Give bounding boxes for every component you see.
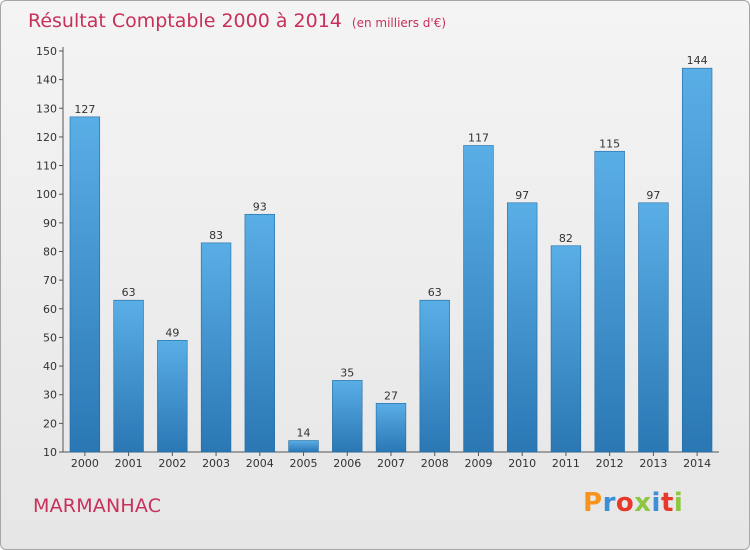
bar-value-label: 97 bbox=[515, 189, 529, 202]
y-tick-label: 40 bbox=[43, 360, 57, 373]
logo-letter: t bbox=[660, 488, 674, 518]
x-tick-label: 2004 bbox=[246, 457, 274, 470]
y-tick-label: 140 bbox=[36, 74, 57, 87]
proxiti-logo[interactable]: Proxiti bbox=[583, 488, 683, 518]
bar-2008[interactable] bbox=[419, 299, 450, 453]
x-tick-label: 2006 bbox=[333, 457, 361, 470]
x-tick-label: 2011 bbox=[552, 457, 580, 470]
x-tick-label: 2003 bbox=[202, 457, 230, 470]
logo-letter: o bbox=[615, 488, 635, 518]
bar-value-label: 93 bbox=[253, 200, 267, 213]
y-tick-label: 10 bbox=[43, 446, 57, 459]
logo-letter: r bbox=[602, 488, 616, 518]
x-tick-label: 2009 bbox=[464, 457, 492, 470]
bar-value-label: 27 bbox=[384, 389, 398, 402]
y-tick-label: 100 bbox=[36, 188, 57, 201]
bar-2013[interactable] bbox=[638, 202, 669, 453]
logo-letter: i bbox=[673, 488, 684, 518]
bar-2014[interactable] bbox=[681, 67, 713, 453]
bar-2006[interactable] bbox=[332, 380, 363, 453]
x-tick-label: 2005 bbox=[290, 457, 318, 470]
bar-value-label: 63 bbox=[122, 286, 136, 299]
bar-value-label: 83 bbox=[209, 229, 223, 242]
x-tick-label: 2000 bbox=[71, 457, 99, 470]
bar-value-label: 117 bbox=[468, 132, 489, 145]
bar-value-label: 63 bbox=[428, 286, 442, 299]
bar-2009[interactable] bbox=[463, 145, 494, 453]
x-tick-label: 2002 bbox=[158, 457, 186, 470]
bar-value-label: 144 bbox=[687, 54, 708, 67]
bar-value-label: 35 bbox=[340, 366, 354, 379]
bar-2005[interactable] bbox=[288, 440, 319, 453]
y-tick-label: 120 bbox=[36, 131, 57, 144]
y-tick-label: 80 bbox=[43, 246, 57, 259]
logo-letter: i bbox=[651, 488, 661, 518]
y-tick-label: 20 bbox=[43, 417, 57, 430]
bar-value-label: 14 bbox=[297, 427, 311, 440]
x-tick-label: 2012 bbox=[596, 457, 624, 470]
chart-title-text: Résultat Comptable 2000 à 2014 bbox=[28, 10, 342, 32]
bar-series: 127 63 49 83 93 14 35 27 63 117 97 82 115 97 144 bbox=[69, 54, 713, 453]
x-tick-label: 2007 bbox=[377, 457, 405, 470]
bar-2011[interactable] bbox=[550, 245, 582, 453]
bar-value-label: 115 bbox=[599, 137, 620, 150]
y-tick-label: 90 bbox=[43, 217, 57, 230]
bar-value-label: 82 bbox=[559, 232, 573, 245]
bar-2010[interactable] bbox=[507, 202, 538, 453]
chart-title: Résultat Comptable 2000 à 2014 (en millie… bbox=[28, 7, 446, 35]
y-tick-label: 150 bbox=[36, 45, 57, 58]
x-tick-label: 2010 bbox=[508, 457, 536, 470]
y-tick-label: 70 bbox=[43, 274, 57, 287]
logo-letter: x bbox=[634, 488, 652, 518]
bar-2003[interactable] bbox=[200, 242, 232, 453]
bar-2004[interactable] bbox=[244, 213, 275, 453]
bar-value-label: 49 bbox=[165, 326, 179, 339]
bar-2000[interactable] bbox=[69, 116, 101, 453]
y-tick-label: 50 bbox=[43, 331, 57, 344]
bar-value-label: 97 bbox=[646, 189, 660, 202]
bar-2012[interactable] bbox=[594, 150, 625, 453]
y-tick-label: 110 bbox=[36, 160, 57, 173]
commune-name: MARMANHAC bbox=[33, 495, 162, 517]
y-tick-label: 30 bbox=[43, 389, 57, 402]
bar-2002[interactable] bbox=[157, 339, 188, 453]
logo-letter: P bbox=[583, 488, 603, 518]
y-tick-label: 60 bbox=[43, 303, 57, 316]
y-tick-label: 130 bbox=[36, 102, 57, 115]
bar-value-label: 127 bbox=[74, 103, 95, 116]
bar-2001[interactable] bbox=[113, 299, 144, 453]
y-axis: 10 20 30 40 50 60 70 80 90 100 110 120 130 140 150 bbox=[36, 45, 64, 459]
x-axis: 2000 2001 2002 2003 2004 2005 2006 2007 2008 2009… bbox=[63, 451, 719, 470]
x-tick-label: 2014 bbox=[683, 457, 711, 470]
x-tick-label: 2001 bbox=[115, 457, 143, 470]
chart-unit: (en milliers d'€) bbox=[351, 16, 447, 30]
x-tick-label: 2013 bbox=[639, 457, 667, 470]
x-tick-label: 2008 bbox=[421, 457, 449, 470]
bar-2007[interactable] bbox=[375, 403, 407, 453]
